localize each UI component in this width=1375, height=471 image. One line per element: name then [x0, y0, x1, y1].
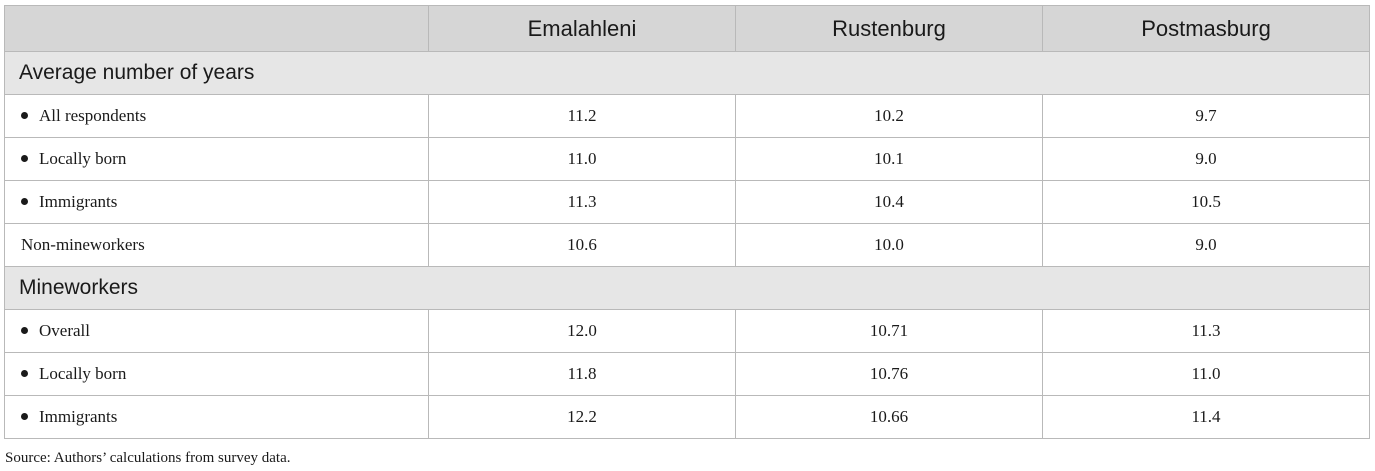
bullet-icon	[21, 197, 28, 205]
table-row: Locally born 11.0 10.1 9.0	[4, 137, 1370, 181]
table-row: All respondents 11.2 10.2 9.7	[4, 94, 1370, 138]
value-cell: 12.0	[428, 309, 736, 353]
table-row: Immigrants 11.3 10.4 10.5	[4, 180, 1370, 224]
row-label: All respondents	[39, 106, 147, 125]
value-cell: 11.2	[428, 94, 736, 138]
value-cell: 11.0	[1042, 352, 1370, 396]
value-cell: 10.6	[428, 223, 736, 267]
data-table: Emalahleni Rustenburg Postmasburg Averag…	[4, 5, 1370, 439]
value-cell: 10.1	[735, 137, 1043, 181]
value-cell: 10.76	[735, 352, 1043, 396]
row-label-cell: All respondents	[4, 94, 429, 138]
value-cell: 11.8	[428, 352, 736, 396]
section-header-row: Mineworkers	[4, 266, 1370, 310]
row-label: Locally born	[39, 149, 127, 168]
bullet-icon	[21, 154, 28, 162]
row-label-cell: Overall	[4, 309, 429, 353]
row-label-cell: Locally born	[4, 137, 429, 181]
row-label: Immigrants	[39, 192, 118, 211]
value-cell: 11.3	[1042, 309, 1370, 353]
bullet-icon	[21, 369, 28, 377]
row-label: Locally born	[39, 364, 127, 383]
section-header-row: Average number of years	[4, 51, 1370, 95]
value-cell: 10.66	[735, 395, 1043, 439]
value-cell: 10.4	[735, 180, 1043, 224]
source-note: Source: Authors’ calculations from surve…	[5, 450, 291, 466]
column-header-empty	[4, 5, 429, 52]
value-cell: 10.5	[1042, 180, 1370, 224]
value-cell: 10.2	[735, 94, 1043, 138]
value-cell: 11.4	[1042, 395, 1370, 439]
row-label-cell: Non-mineworkers	[4, 223, 429, 267]
bullet-icon	[21, 326, 28, 334]
row-label: Immigrants	[39, 407, 118, 426]
value-cell: 12.2	[428, 395, 736, 439]
value-cell: 10.0	[735, 223, 1043, 267]
bullet-icon	[21, 412, 28, 420]
table-row: Immigrants 12.2 10.66 11.4	[4, 395, 1370, 439]
table-row: Non-mineworkers 10.6 10.0 9.0	[4, 223, 1370, 267]
table-row: Locally born 11.8 10.76 11.0	[4, 352, 1370, 396]
table-row: Overall 12.0 10.71 11.3	[4, 309, 1370, 353]
row-label: Non-mineworkers	[21, 235, 145, 254]
row-label: Overall	[39, 321, 90, 340]
row-label-cell: Immigrants	[4, 180, 429, 224]
column-header-rustenburg: Rustenburg	[735, 5, 1043, 52]
header-row: Emalahleni Rustenburg Postmasburg	[4, 5, 1370, 52]
value-cell: 11.3	[428, 180, 736, 224]
value-cell: 9.7	[1042, 94, 1370, 138]
table-body: Average number of years All respondents 11…	[4, 51, 1370, 439]
row-label-cell: Locally born	[4, 352, 429, 396]
row-label-cell: Immigrants	[4, 395, 429, 439]
value-cell: 11.0	[428, 137, 736, 181]
column-header-emalahleni: Emalahleni	[428, 5, 736, 52]
column-header-postmasburg: Postmasburg	[1042, 5, 1370, 52]
value-cell: 10.71	[735, 309, 1043, 353]
bullet-icon	[21, 111, 28, 119]
value-cell: 9.0	[1042, 223, 1370, 267]
section-header: Average number of years	[4, 51, 1370, 95]
section-header: Mineworkers	[4, 266, 1370, 310]
value-cell: 9.0	[1042, 137, 1370, 181]
